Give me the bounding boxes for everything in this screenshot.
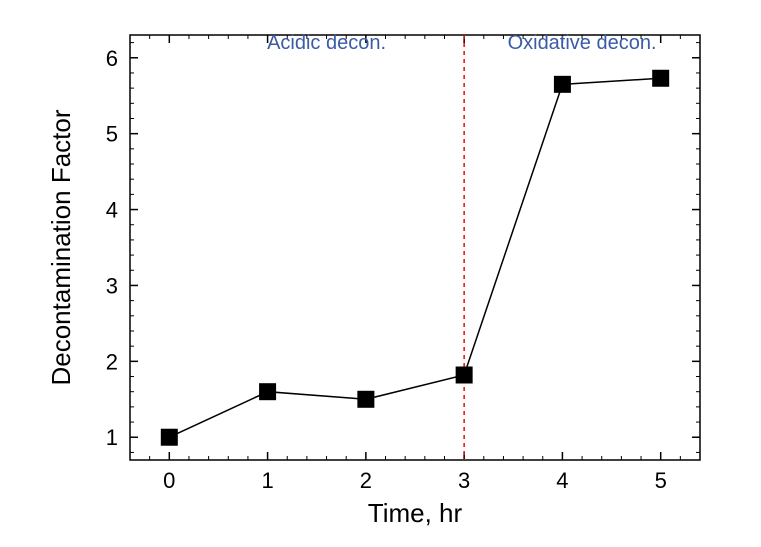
y-tick-label: 4 xyxy=(106,198,118,223)
annotation-label: Acidic decon. xyxy=(267,32,386,54)
plot-border xyxy=(130,35,700,460)
data-marker xyxy=(554,76,570,92)
y-tick-label: 5 xyxy=(106,122,118,147)
chart-container: 0 1 2 3 4 5 1 2 3 4 5 6 Time, hr Decontamination Fact… xyxy=(0,0,761,547)
x-tick-label: 5 xyxy=(655,468,667,493)
annotation-label: Oxidative decon. xyxy=(508,32,657,54)
y-tick-label: 3 xyxy=(106,273,118,298)
data-marker xyxy=(653,70,669,86)
data-marker xyxy=(161,429,177,445)
data-marker xyxy=(358,391,374,407)
x-axis-title: Time, hr xyxy=(368,498,463,528)
y-tick-label: 1 xyxy=(106,425,118,450)
data-marker xyxy=(456,367,472,383)
x-tick-label: 2 xyxy=(360,468,372,493)
x-tick-label: 4 xyxy=(556,468,568,493)
y-axis-title: Decontamination Factor xyxy=(46,109,76,385)
y-tick-label: 2 xyxy=(106,349,118,374)
data-marker xyxy=(260,384,276,400)
data-line xyxy=(169,78,660,437)
x-tick-label: 1 xyxy=(261,468,273,493)
x-tick-label: 3 xyxy=(458,468,470,493)
chart-svg: 0 1 2 3 4 5 1 2 3 4 5 6 Time, hr Decontamination Fact… xyxy=(0,0,761,547)
x-tick-label: 0 xyxy=(163,468,175,493)
y-tick-label: 6 xyxy=(106,46,118,71)
